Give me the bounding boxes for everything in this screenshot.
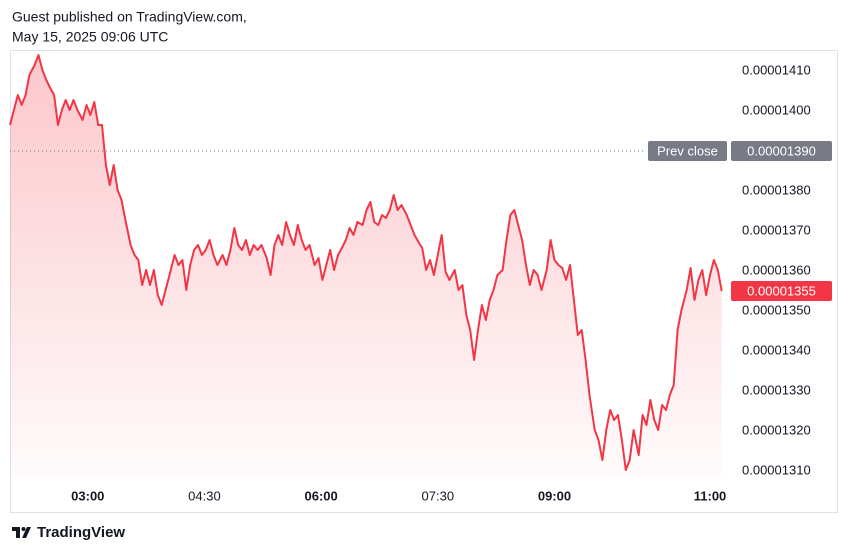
last-price-tag <box>731 281 832 301</box>
x-tick-label: 09:00 <box>538 488 571 503</box>
x-tick-label: 03:00 <box>71 488 104 503</box>
y-tick-label: 0.00001370 <box>742 222 811 237</box>
y-tick-label: 0.00001380 <box>742 182 811 197</box>
y-tick-label: 0.00001320 <box>742 422 811 437</box>
brand-logo <box>12 527 31 538</box>
prev-close-value-tag <box>731 141 832 161</box>
x-tick-label: 07:30 <box>422 488 455 503</box>
last-price-label: 0.00001355 <box>747 283 816 298</box>
y-tick-label: 0.00001350 <box>742 302 811 317</box>
brand[interactable]: TradingView <box>37 524 125 541</box>
publisher: Guest published on TradingView.com, <box>12 9 247 25</box>
x-tick-label: 04:30 <box>188 488 221 503</box>
prev-close-label: Prev close <box>657 143 718 158</box>
y-tick-label: 0.00001360 <box>742 262 811 277</box>
y-tick-label: 0.00001330 <box>742 382 811 397</box>
y-tick-label: 0.00001400 <box>742 102 811 117</box>
prev-close-tag <box>648 141 727 161</box>
x-tick-label: 11:00 <box>694 488 727 503</box>
y-tick-label: 0.00001340 <box>742 342 811 357</box>
price-line <box>9 54 723 471</box>
area-fill <box>10 55 722 478</box>
x-tick-label: 06:00 <box>305 488 338 503</box>
prev-close-value: 0.00001390 <box>747 143 816 158</box>
y-tick-label: 0.00001410 <box>742 62 811 77</box>
y-tick-label: 0.00001310 <box>742 462 811 477</box>
timestamp: May 15, 2025 09:06 UTC <box>12 29 168 45</box>
